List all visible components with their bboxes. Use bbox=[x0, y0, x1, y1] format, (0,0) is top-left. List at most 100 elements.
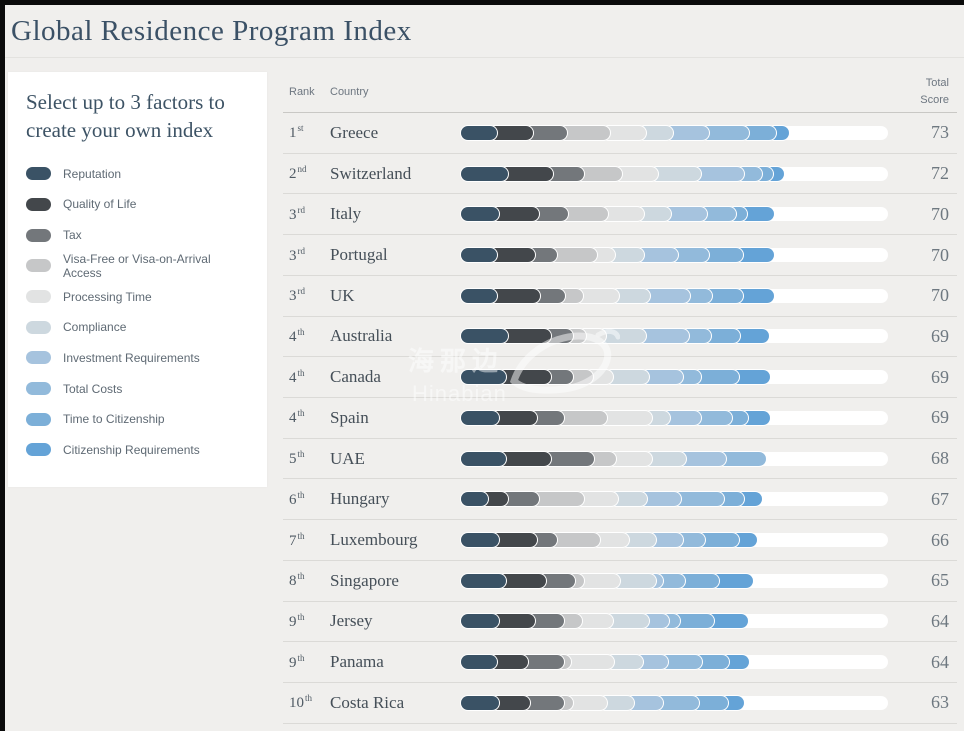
factor-label: Investment Requirements bbox=[63, 350, 200, 365]
column-header-total-score: Total Score bbox=[888, 75, 957, 109]
bar-segment bbox=[599, 695, 634, 710]
score-bar-cell bbox=[461, 410, 888, 425]
factor-legend-item[interactable]: Reputation bbox=[26, 158, 249, 189]
bar-segment bbox=[576, 166, 622, 181]
score-bar-cell bbox=[461, 695, 888, 710]
rank-number: 2 bbox=[289, 166, 297, 183]
bar-segment bbox=[694, 655, 729, 670]
bar-segment bbox=[638, 125, 673, 140]
bar-segment bbox=[600, 207, 644, 222]
bar-segment bbox=[461, 695, 499, 710]
bar-segment bbox=[682, 288, 712, 303]
bar-segment bbox=[706, 614, 748, 629]
factor-color-pill bbox=[26, 382, 51, 396]
score-bar-cell bbox=[461, 248, 888, 263]
bar-segment bbox=[641, 370, 683, 385]
rank-ordinal: th bbox=[297, 530, 305, 541]
bar-segment bbox=[612, 573, 656, 588]
factor-color-pill bbox=[26, 290, 51, 304]
factor-legend: Reputation Quality of Life Tax Visa-Free or… bbox=[8, 158, 267, 465]
country-cell: Singapore bbox=[330, 570, 399, 590]
bar-segment bbox=[718, 451, 766, 466]
bar-segment bbox=[575, 288, 619, 303]
rank-number: 3 bbox=[289, 206, 297, 223]
table-row: 9th Jersey 64 bbox=[283, 602, 957, 643]
factor-color-pill bbox=[26, 167, 51, 181]
table-row: 4th Australia 69 bbox=[283, 317, 957, 358]
bar-segment bbox=[693, 166, 744, 181]
bar-segment bbox=[461, 370, 506, 385]
score-bar-cell bbox=[461, 655, 888, 670]
bar-segment bbox=[527, 614, 564, 629]
factor-label: Citizenship Requirements bbox=[63, 442, 200, 457]
window-frame-left bbox=[0, 0, 5, 731]
header: Global Residence Program Index bbox=[5, 5, 964, 58]
score-bar-cell bbox=[461, 492, 888, 507]
bar-segment bbox=[491, 614, 535, 629]
factor-legend-item[interactable]: Time to Citizenship bbox=[26, 404, 249, 435]
rank-cell: 9th bbox=[283, 612, 330, 631]
table-row: 9th Panama 64 bbox=[283, 642, 957, 684]
score-bar-cell bbox=[461, 533, 888, 548]
country-cell: Jersey bbox=[330, 611, 373, 631]
bar-segment bbox=[662, 410, 701, 425]
score-bar-track bbox=[461, 125, 888, 140]
bar-segment bbox=[500, 329, 551, 344]
score-bar-cell bbox=[461, 288, 888, 303]
ranking-table: Rank Country Total Score 1st Greece 73 2nd S… bbox=[283, 72, 957, 724]
country-cell: Switzerland bbox=[330, 163, 412, 183]
total-score-cell: 66 bbox=[931, 529, 949, 550]
factor-legend-item[interactable]: Quality of Life bbox=[26, 189, 249, 220]
bar-segment bbox=[549, 248, 597, 263]
factor-label: Tax bbox=[63, 228, 82, 243]
bar-segment bbox=[638, 329, 689, 344]
table-row: 2nd Switzerland 72 bbox=[283, 154, 957, 195]
bar-segment bbox=[699, 207, 736, 222]
bar-segment bbox=[461, 288, 497, 303]
score-bar-track bbox=[461, 573, 888, 588]
country-cell: Italy bbox=[330, 204, 362, 224]
factor-legend-item[interactable]: Investment Requirements bbox=[26, 343, 249, 374]
rank-ordinal: th bbox=[297, 611, 305, 622]
bar-segment bbox=[644, 451, 686, 466]
bar-segment bbox=[735, 248, 774, 263]
factor-legend-item[interactable]: Total Costs bbox=[26, 373, 249, 404]
score-bar-track bbox=[461, 695, 888, 710]
rank-ordinal: nd bbox=[297, 164, 307, 175]
bar-segment bbox=[660, 655, 702, 670]
score-bar-track bbox=[461, 370, 888, 385]
rank-ordinal: st bbox=[297, 123, 304, 134]
rank-number: 4 bbox=[289, 410, 297, 427]
factor-label: Total Costs bbox=[63, 381, 123, 396]
country-cell: Hungary bbox=[330, 489, 390, 509]
score-bar-cell bbox=[461, 573, 888, 588]
bar-segment bbox=[663, 207, 707, 222]
bar-segment bbox=[614, 166, 658, 181]
score-bar-track bbox=[461, 533, 888, 548]
total-score-cell: 69 bbox=[931, 407, 949, 428]
bar-segment bbox=[500, 166, 553, 181]
factor-legend-item[interactable]: Tax bbox=[26, 220, 249, 251]
bar-segment bbox=[461, 614, 499, 629]
score-bar-track bbox=[461, 410, 888, 425]
bar-segment bbox=[611, 288, 650, 303]
total-score-cell: 65 bbox=[931, 570, 949, 591]
bar-segment bbox=[731, 370, 770, 385]
factor-legend-item[interactable]: Compliance bbox=[26, 312, 249, 343]
rank-cell: 1st bbox=[283, 123, 330, 142]
score-bar-cell bbox=[461, 166, 888, 181]
bar-segment bbox=[605, 614, 649, 629]
factor-legend-item[interactable]: Processing Time bbox=[26, 281, 249, 312]
bar-segment bbox=[621, 533, 656, 548]
bar-segment bbox=[677, 573, 719, 588]
table-row: 3rd Portugal 70 bbox=[283, 235, 957, 276]
table-row: 10th Costa Rica 63 bbox=[283, 683, 957, 724]
factor-legend-item[interactable]: Visa-Free or Visa-on-Arrival Access bbox=[26, 251, 249, 282]
table-row: 4th Spain 69 bbox=[283, 398, 957, 439]
bar-segment bbox=[543, 451, 594, 466]
rank-cell: 7th bbox=[283, 531, 330, 550]
column-header-country: Country bbox=[330, 86, 369, 98]
bar-segment bbox=[703, 329, 740, 344]
bar-segment bbox=[602, 125, 646, 140]
factor-legend-item[interactable]: Citizenship Requirements bbox=[26, 435, 249, 466]
